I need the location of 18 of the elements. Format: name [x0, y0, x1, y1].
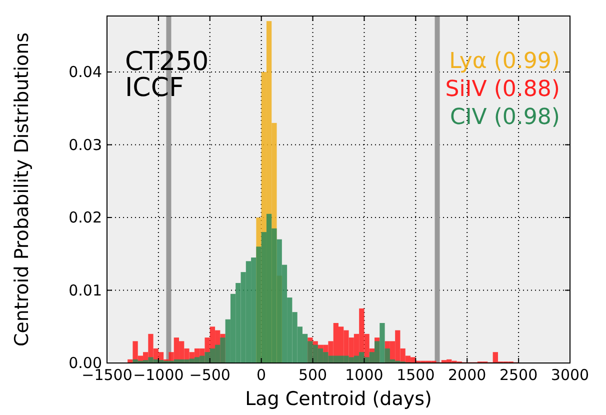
x-tick-label: 3000	[550, 366, 590, 384]
text: SiIV (0.88)	[445, 77, 560, 102]
x-tick-label: 0	[256, 366, 266, 384]
text: Lyα (0.99)	[449, 49, 560, 74]
x-tick-label: 500	[298, 366, 328, 384]
y-axis-title: Centroid Probability Distributions	[11, 32, 33, 347]
y-tick-label: 0.04	[68, 63, 102, 82]
x-tick-label: 1500	[396, 366, 435, 384]
x-tick-label: 1000	[345, 366, 384, 384]
y-tick-label: 0.03	[68, 136, 102, 154]
x-tick-label: 2000	[448, 366, 486, 384]
text: CIV (0.98)	[450, 105, 560, 130]
x-tick-label: −500	[189, 366, 230, 384]
x-axis-title: Lag Centroid (days)	[245, 388, 432, 410]
x-tick-label: −1000	[133, 366, 184, 384]
y-tick-label: 0.01	[68, 281, 102, 300]
x-tick-label: 2500	[499, 366, 538, 384]
y-tick-label: 0.02	[68, 208, 102, 227]
